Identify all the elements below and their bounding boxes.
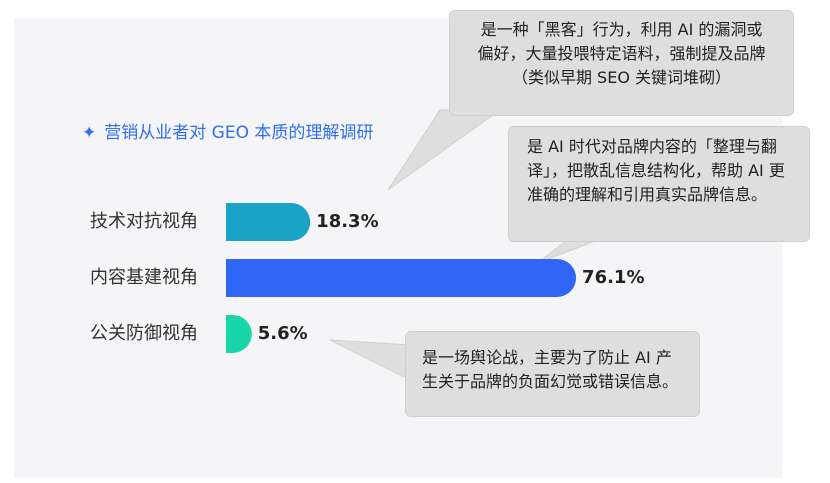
callout-content: 是 AI 时代对品牌内容的「整理与翻 译」，把散乱信息结构化，帮助 AI 更 准… (508, 126, 810, 242)
callout-pr: 是一场舆论战，主要为了防止 AI 产 生关于品牌的负面幻觉或错误信息。 (405, 331, 700, 417)
callout-line: 译」，把散乱信息结构化，帮助 AI 更 (527, 161, 785, 180)
callout-line: （类似早期 SEO 关键词堆砌） (511, 68, 732, 87)
value-label-1: 18.3% (316, 211, 379, 232)
bar-3 (226, 315, 252, 353)
callout-line: 是 AI 时代对品牌内容的「整理与翻 (527, 137, 777, 156)
bar-1 (226, 203, 311, 241)
callout-technical: 是一种「黑客」行为，利用 AI 的漏洞或 偏好，大量投喂特定语料，强制提及品牌 … (449, 10, 794, 116)
value-label-2: 76.1% (582, 267, 645, 288)
category-label-1: 技术对抗视角 (90, 211, 198, 232)
sparkle-icon: ✦ (82, 123, 97, 143)
callout-line: 是一场舆论战，主要为了防止 AI 产 (422, 348, 672, 367)
callout-line: 是一种「黑客」行为，利用 AI 的漏洞或 (480, 20, 763, 39)
callout-line: 准确的理解和引用真实品牌信息。 (527, 185, 768, 204)
callout-line: 偏好，大量投喂特定语料，强制提及品牌 (477, 44, 766, 63)
chart-title-text: 营销从业者对 GEO 本质的理解调研 (104, 123, 374, 143)
bar-2 (226, 259, 577, 297)
value-label-3: 5.6% (257, 323, 308, 344)
callout-line: 生关于品牌的负面幻觉或错误信息。 (422, 372, 679, 391)
category-label-3: 公关防御视角 (90, 323, 198, 344)
category-label-2: 内容基建视角 (90, 267, 198, 288)
chart-title: ✦ 营销从业者对 GEO 本质的理解调研 (82, 118, 373, 143)
